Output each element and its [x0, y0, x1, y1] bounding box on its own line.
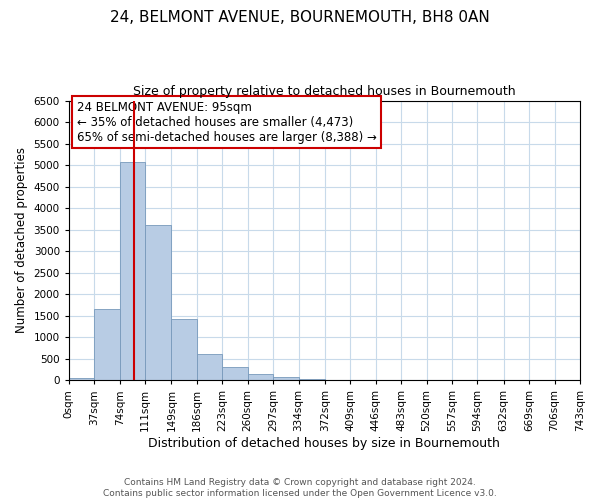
- Bar: [273, 377, 299, 380]
- X-axis label: Distribution of detached houses by size in Bournemouth: Distribution of detached houses by size …: [148, 437, 500, 450]
- Bar: [120, 162, 145, 380]
- Bar: [94, 310, 120, 380]
- Text: Contains HM Land Registry data © Crown copyright and database right 2024.
Contai: Contains HM Land Registry data © Crown c…: [103, 478, 497, 498]
- Bar: [172, 318, 197, 380]
- Bar: [197, 354, 222, 380]
- Text: 24, BELMONT AVENUE, BOURNEMOUTH, BH8 0AN: 24, BELMONT AVENUE, BOURNEMOUTH, BH8 0AN: [110, 10, 490, 25]
- Text: 24 BELMONT AVENUE: 95sqm
← 35% of detached houses are smaller (4,473)
65% of sem: 24 BELMONT AVENUE: 95sqm ← 35% of detach…: [77, 100, 376, 144]
- Bar: [248, 374, 273, 380]
- Bar: [145, 226, 172, 380]
- Y-axis label: Number of detached properties: Number of detached properties: [15, 148, 28, 334]
- Bar: [69, 378, 94, 380]
- Title: Size of property relative to detached houses in Bournemouth: Size of property relative to detached ho…: [133, 85, 516, 98]
- Bar: [222, 367, 248, 380]
- Bar: [299, 379, 325, 380]
